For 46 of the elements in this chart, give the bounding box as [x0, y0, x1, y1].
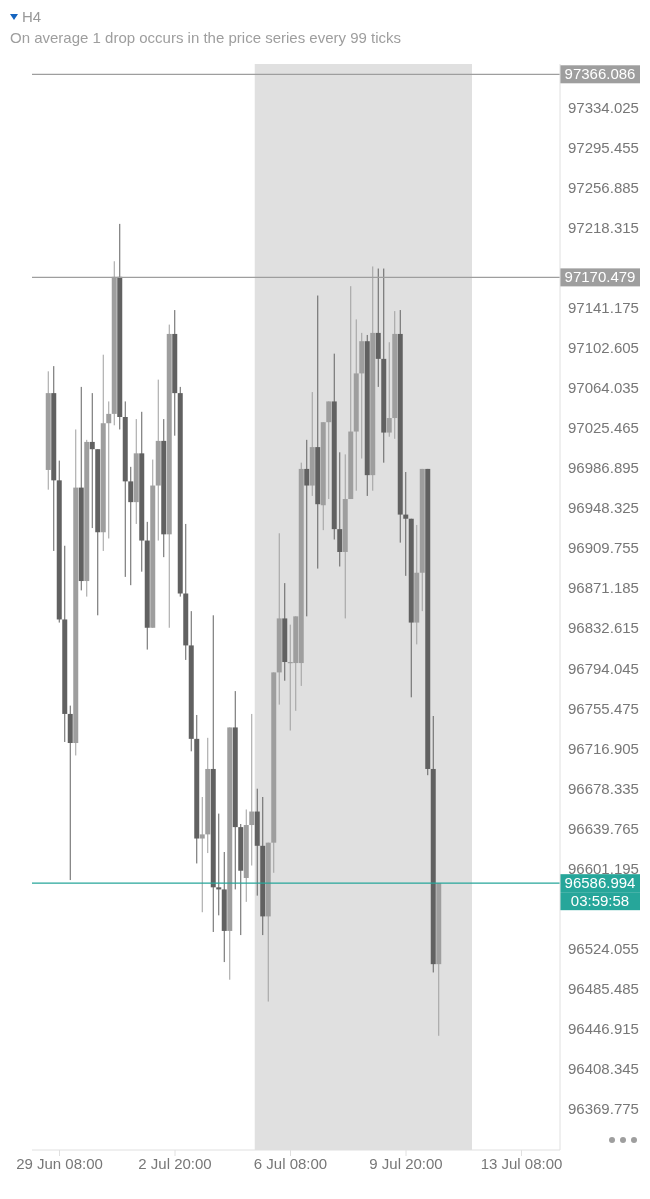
y-tick-label: 96369.775 [568, 1100, 639, 1118]
candlestick [216, 813, 222, 916]
y-tick-label: 97064.035 [568, 379, 639, 397]
candlestick [199, 796, 205, 913]
x-tick-label: 9 Jul 20:00 [369, 1154, 443, 1172]
y-tick-label: 97025.465 [568, 419, 639, 437]
y-tick-label: 97102.605 [568, 339, 639, 357]
y-tick-label: 96716.905 [568, 739, 639, 757]
y-tick-label: 96524.055 [568, 939, 639, 957]
candlestick [249, 713, 255, 867]
candlestick [403, 471, 409, 577]
candlestick [304, 439, 310, 617]
x-tick-label: 6 Jul 08:00 [253, 1154, 328, 1172]
candlestick [106, 400, 112, 539]
y-tick-label: 97256.885 [568, 179, 639, 196]
y-tick-label: 96408.345 [568, 1059, 639, 1077]
y-tick-label: 96871.185 [568, 579, 639, 597]
candlestick [386, 341, 392, 438]
x-tick-label: 2 Jul 20:00 [138, 1154, 212, 1172]
y-tick-label: 96485.485 [568, 979, 639, 997]
ref-line-label: 96586.994 [564, 874, 636, 892]
chart-subtitle: On average 1 drop occurs in the price series every 99 ticks [10, 29, 403, 46]
x-tick-label: 29 Jun 08:00 [16, 1154, 103, 1172]
text: 03:59:58 [570, 892, 630, 910]
y-tick-label: 97334.025 [568, 98, 639, 116]
y-tick-label: 96986.895 [568, 459, 639, 477]
ref-line-label: 97366.086 [564, 65, 636, 83]
y-tick-label: 96755.475 [568, 699, 639, 717]
candlestick [128, 466, 134, 586]
chart-title: H4 [22, 8, 42, 25]
y-tick-label: 96639.765 [568, 819, 639, 837]
y-tick-label: 97218.315 [568, 219, 639, 237]
candlestick [89, 392, 95, 529]
y-tick-label: 96909.755 [568, 539, 639, 557]
candlestick [326, 400, 332, 500]
y-tick-label: 96446.915 [568, 1019, 639, 1037]
y-tick-label: 97141.175 [568, 299, 639, 317]
x-tick-label: 13 Jul 08:00 [480, 1154, 563, 1172]
y-tick-label: 97295.455 [568, 138, 639, 156]
y-tick-label: 96678.335 [568, 779, 639, 797]
ref-line-label: 97170.479 [564, 268, 636, 286]
y-tick-label: 96948.325 [568, 499, 639, 517]
y-tick-label: 96832.615 [568, 619, 639, 637]
candlestick [337, 451, 343, 568]
y-tick-label: 96601.195 [568, 859, 639, 877]
y-tick-label: 96794.045 [568, 659, 639, 677]
